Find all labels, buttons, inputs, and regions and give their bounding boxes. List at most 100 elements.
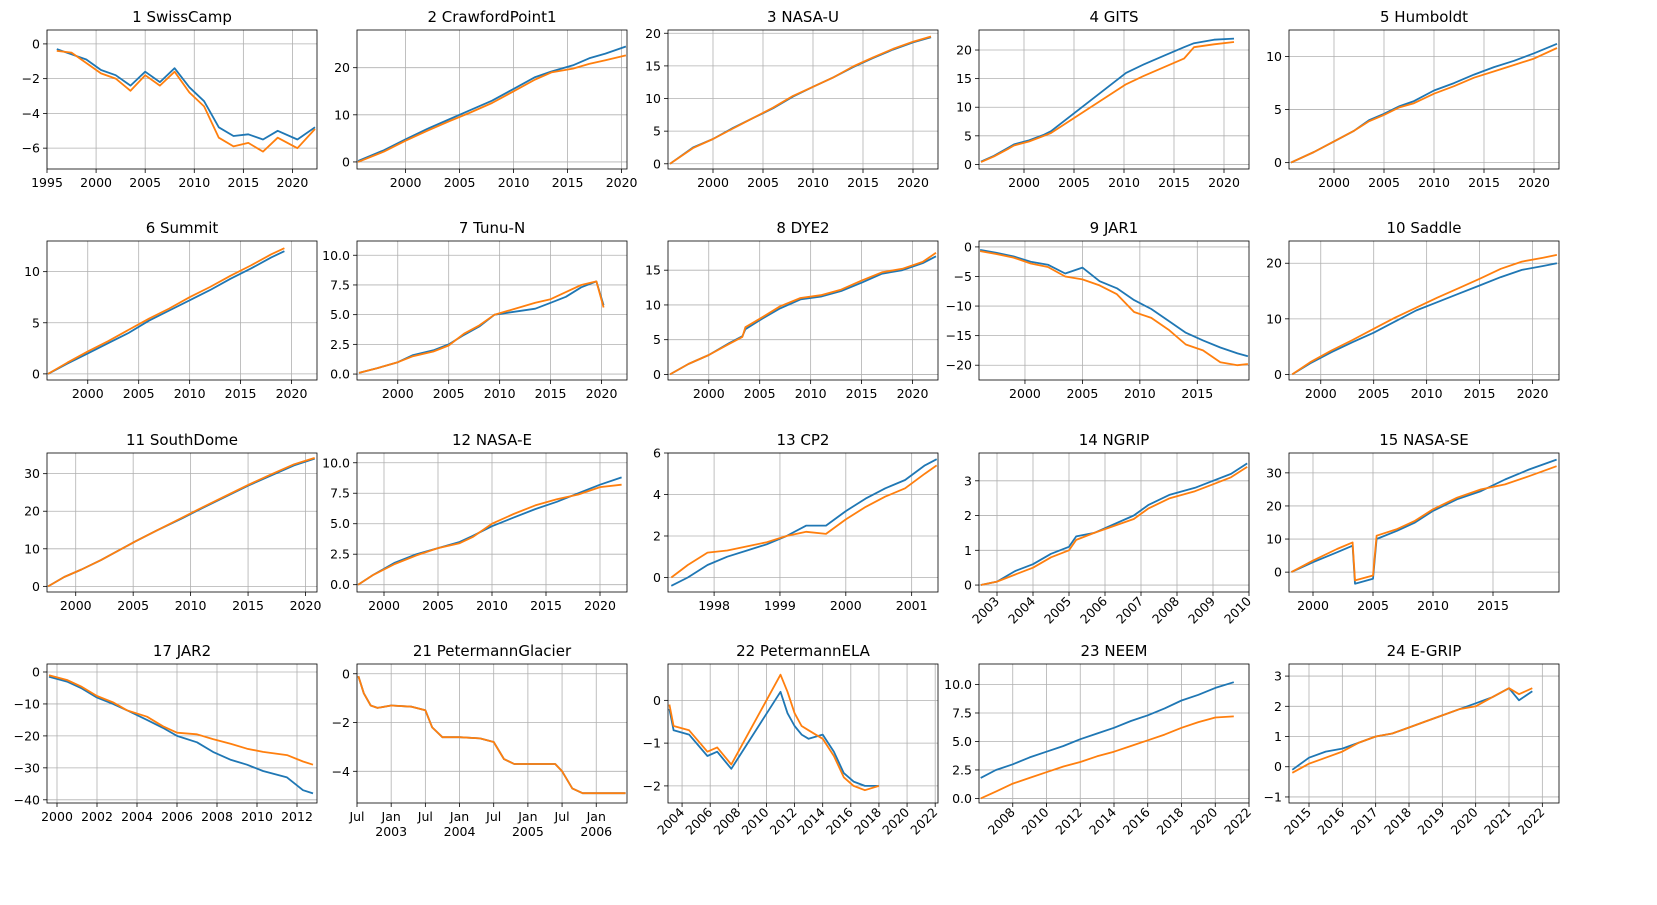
- series-line-1: [357, 45, 627, 162]
- x-tick-label: 2000: [1297, 598, 1329, 613]
- x-tick-label: 2010: [1108, 175, 1140, 190]
- y-tick-label: 2: [964, 508, 972, 523]
- axes-frame: [667, 663, 939, 804]
- x-tick-label: 2004: [444, 824, 476, 839]
- y-tick-label: 0: [653, 156, 661, 171]
- y-tick-label: 1: [1274, 729, 1282, 744]
- x-tick-label: 2000: [693, 386, 725, 401]
- x-tick-label: 2008: [201, 809, 233, 824]
- x-tick-label: 2020: [1187, 804, 1220, 837]
- series-line-2: [980, 41, 1235, 163]
- y-tick-label: −1: [1264, 789, 1282, 804]
- y-tick-label: 7.5: [330, 486, 350, 501]
- y-tick-label: 10.0: [322, 248, 350, 263]
- y-tick-label: 5: [653, 332, 661, 347]
- y-tick-label: −2: [643, 778, 661, 793]
- y-tick-label: 0: [1274, 565, 1282, 580]
- x-tick-label: 2010: [178, 175, 210, 190]
- x-tick-label: Jul: [348, 809, 364, 824]
- y-tick-label: 3: [1274, 669, 1282, 684]
- y-tick-label: 10: [1266, 532, 1282, 547]
- chart-panel: 13 CP2 0 2 4 6 1998 1999 2000 2001: [653, 431, 939, 613]
- x-tick-label: 2000: [368, 598, 400, 613]
- y-tick-label: 10: [24, 541, 40, 556]
- y-tick-label: 10: [334, 107, 350, 122]
- series-line-1: [669, 36, 932, 165]
- chart-panel: 22 PetermannELA 0 −1 −2 20042006200820102012…: [643, 642, 941, 838]
- x-tick-label: 2015: [225, 386, 257, 401]
- y-tick-label: 5.0: [330, 307, 350, 322]
- x-tick-label: Jan: [449, 809, 469, 824]
- x-tick-label: 2020: [879, 804, 912, 837]
- y-tick-label: 0: [1274, 367, 1282, 382]
- x-tick-label: 2000: [41, 809, 73, 824]
- x-tick-label: 2015: [847, 175, 879, 190]
- series-line-2: [1291, 254, 1558, 376]
- y-tick-label: 2.5: [330, 337, 350, 352]
- y-tick-label: 0: [653, 570, 661, 585]
- y-tick-label: 20: [1266, 256, 1282, 271]
- axes-frame: [356, 663, 628, 804]
- x-tick-label: 2020: [584, 598, 616, 613]
- x-tick-label: 2010: [1221, 593, 1254, 626]
- x-tick-label: 2012: [767, 805, 800, 838]
- chart-panel: 7 Tunu-N 0.0 2.5 5.0 7.5 10.0 2000 2005 2010 2015…: [322, 219, 628, 401]
- y-tick-label: 10: [24, 264, 40, 279]
- y-tick-label: 0: [964, 157, 972, 172]
- y-tick-label: −20: [14, 728, 40, 743]
- x-tick-label: 2008: [710, 804, 743, 837]
- y-tick-label: 5: [1274, 102, 1282, 117]
- chart-title: 24 E-GRIP: [1387, 642, 1462, 660]
- y-tick-label: 0: [342, 154, 350, 169]
- y-tick-label: 0: [32, 366, 40, 381]
- x-tick-label: Jul: [417, 809, 433, 824]
- x-tick-label: 2010: [797, 175, 829, 190]
- axes-frame: [667, 452, 939, 593]
- x-tick-label: 2005: [123, 386, 155, 401]
- y-tick-label: 0: [32, 664, 40, 679]
- y-tick-label: 4: [653, 487, 661, 502]
- chart-title: 10 Saddle: [1386, 219, 1461, 237]
- chart-panel: 1 SwissCamp 0 −2 −4 −6 1995 2000 2005 2010 2015 20…: [22, 8, 318, 190]
- y-tick-label: 0: [32, 579, 40, 594]
- x-tick-label: 2010: [484, 386, 516, 401]
- chart-title: 13 CP2: [777, 431, 830, 449]
- chart-panel: 12 NASA-E 0.0 2.5 5.0 7.5 10.0 2000 2005 2010 201…: [322, 431, 628, 613]
- x-tick-label: 2010: [498, 175, 530, 190]
- x-tick-label: 2020: [586, 386, 618, 401]
- chart-panel: 15 NASA-SE 0 10 20 30 2000 2005 2010 2015: [1266, 431, 1560, 613]
- x-tick-label: 2020: [1448, 804, 1481, 837]
- x-tick-label: 2000: [390, 175, 422, 190]
- y-tick-label: 10: [956, 100, 972, 115]
- x-tick-label: 2010: [795, 386, 827, 401]
- x-tick-label: 2022: [907, 805, 940, 838]
- chart-panel: 2 CrawfordPoint1 0 10 20 2000 2005 2010 2015 202…: [334, 8, 637, 190]
- series-line-1: [980, 37, 1235, 163]
- series-line-1: [1291, 458, 1557, 585]
- chart-title: 23 NEEM: [1081, 642, 1148, 660]
- chart-title: 1 SwissCamp: [132, 8, 232, 26]
- x-tick-label: 2010: [241, 809, 273, 824]
- axes-frame: [356, 240, 628, 381]
- axes-frame: [46, 452, 318, 593]
- chart-panel: 5 Humboldt 0 5 10 2000 2005 2010 2015 2020: [1266, 8, 1560, 190]
- y-tick-label: 5: [964, 128, 972, 143]
- x-tick-label: 2015: [1468, 175, 1500, 190]
- chart-title: 21 PetermannGlacier: [413, 642, 572, 660]
- y-tick-label: 5.0: [952, 734, 972, 749]
- y-tick-label: 30: [24, 466, 40, 481]
- axes-frame: [978, 452, 1250, 593]
- x-tick-label: 2010: [1418, 175, 1450, 190]
- x-tick-label: 2008: [1149, 593, 1182, 626]
- x-tick-label: Jan: [381, 809, 401, 824]
- x-tick-label: 2003: [969, 594, 1002, 627]
- x-tick-label: 2015: [1464, 386, 1496, 401]
- x-tick-label: 2021: [1481, 805, 1514, 838]
- chart-title: 2 CrawfordPoint1: [427, 8, 556, 26]
- x-tick-label: 2017: [1348, 805, 1381, 838]
- x-tick-label: 2000: [1008, 175, 1040, 190]
- x-tick-label: 2020: [1517, 386, 1549, 401]
- x-tick-label: 2005: [1058, 175, 1090, 190]
- y-tick-label: −10: [14, 696, 40, 711]
